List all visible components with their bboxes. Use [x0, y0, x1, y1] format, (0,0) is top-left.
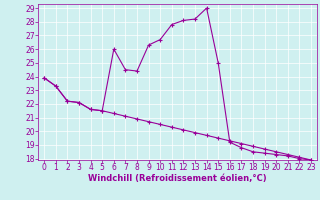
X-axis label: Windchill (Refroidissement éolien,°C): Windchill (Refroidissement éolien,°C) — [88, 174, 267, 183]
